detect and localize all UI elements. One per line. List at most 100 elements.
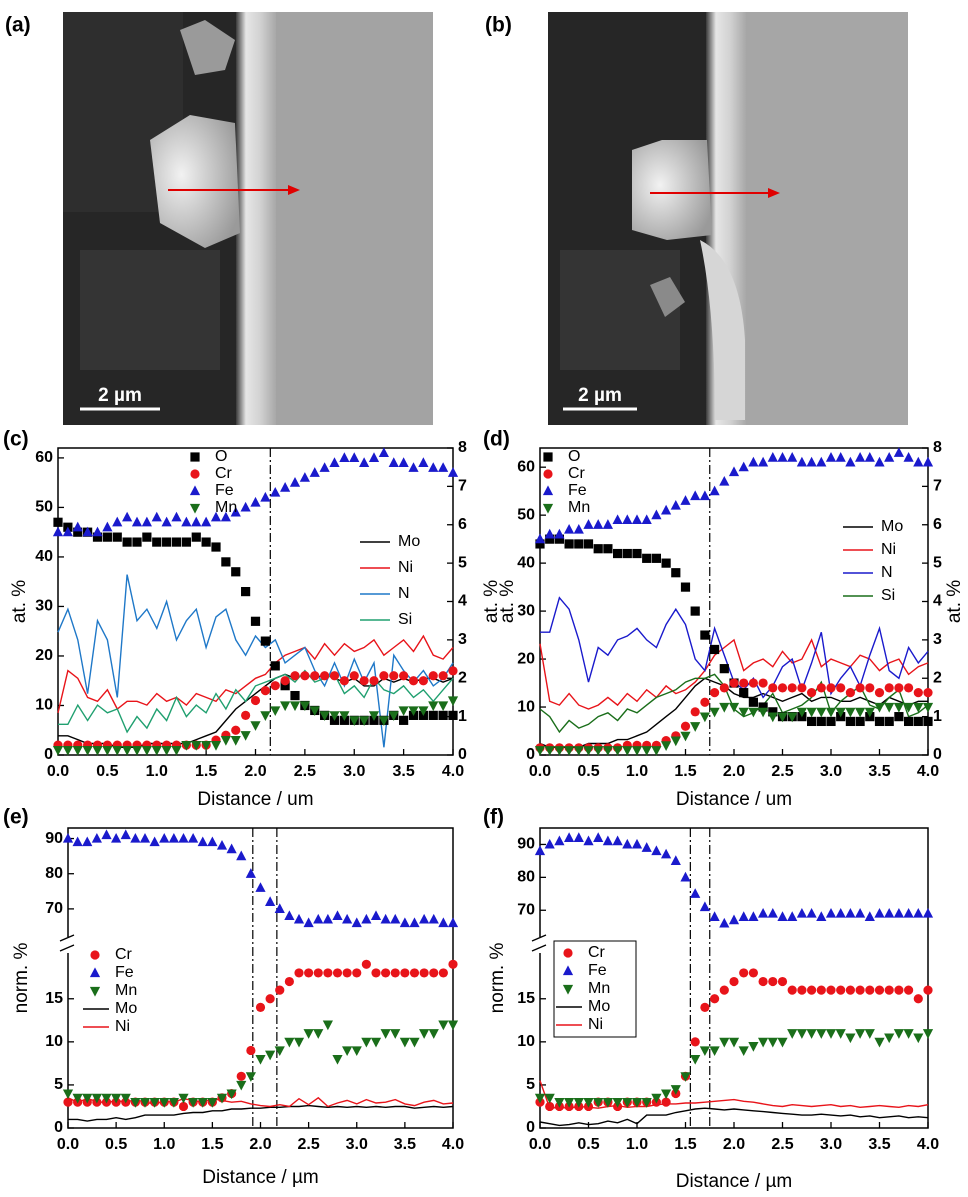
marker	[101, 1093, 112, 1104]
marker	[300, 671, 310, 681]
marker	[122, 745, 133, 756]
marker	[418, 676, 428, 686]
marker	[342, 1046, 353, 1057]
marker	[739, 678, 749, 688]
marker	[642, 553, 652, 563]
chart-panel: 0.0 0.5 1.0 1.5 2.0 2.5 3.0 3.5 4.00102030405060…	[483, 428, 965, 810]
marker	[855, 907, 866, 918]
marker	[709, 485, 720, 496]
y-tick-label: 10	[45, 1033, 63, 1050]
marker	[359, 457, 370, 467]
marker	[680, 871, 691, 882]
marker	[359, 676, 369, 686]
marker	[825, 1029, 837, 1039]
x-tick-label: 0.5	[105, 1136, 127, 1153]
marker	[534, 845, 546, 856]
y-axis-label: norm. %	[487, 943, 508, 1014]
marker	[139, 832, 151, 843]
marker	[201, 537, 211, 547]
marker	[299, 701, 310, 712]
marker	[903, 1029, 914, 1039]
y-tick-label: 20	[35, 647, 53, 664]
marker	[602, 1098, 613, 1108]
marker	[767, 907, 778, 918]
marker	[758, 976, 768, 987]
legend-marker	[190, 469, 200, 479]
marker	[748, 456, 759, 467]
marker	[265, 1050, 276, 1061]
y-tick-label: 60	[35, 449, 53, 466]
legend-label: Si	[881, 587, 895, 604]
marker	[719, 683, 729, 693]
axis-break-mark	[531, 944, 547, 952]
y-tick-label: 0	[526, 1119, 535, 1136]
marker	[370, 1037, 382, 1048]
data-line	[57, 634, 454, 713]
panel-label: (c)	[3, 428, 29, 451]
marker	[903, 451, 914, 462]
marker	[855, 683, 865, 693]
marker	[738, 461, 749, 472]
marker	[309, 706, 320, 717]
legend-label: N	[881, 564, 893, 581]
panel-label: (d)	[483, 428, 510, 451]
marker	[903, 907, 914, 918]
marker	[748, 911, 759, 921]
marker	[796, 456, 807, 467]
marker	[72, 1093, 83, 1104]
marker	[836, 985, 846, 995]
marker	[787, 683, 797, 693]
legend-marker	[189, 485, 201, 496]
marker	[874, 1037, 885, 1048]
marker	[729, 678, 739, 688]
marker	[319, 462, 330, 472]
marker	[904, 716, 914, 727]
marker	[807, 985, 817, 995]
marker	[574, 539, 584, 549]
marker	[149, 1098, 160, 1108]
x-tick-label: 1.5	[195, 763, 217, 780]
marker	[388, 711, 399, 721]
marker	[351, 1046, 362, 1057]
marker	[428, 913, 439, 924]
marker	[777, 911, 788, 921]
marker	[632, 548, 642, 559]
marker	[72, 836, 83, 847]
marker	[323, 968, 333, 978]
marker	[787, 451, 798, 462]
legend-label: Fe	[588, 962, 607, 979]
marker	[923, 688, 933, 698]
marker	[855, 707, 866, 718]
marker	[447, 696, 459, 707]
scale-bar-label: 2 µm	[578, 385, 622, 406]
marker	[739, 968, 749, 978]
marker	[758, 1037, 769, 1048]
marker	[181, 516, 192, 527]
marker	[201, 516, 212, 527]
x-tick-label: 3.5	[868, 1136, 890, 1153]
marker	[191, 516, 202, 527]
marker	[806, 1029, 817, 1039]
marker	[210, 511, 222, 522]
marker	[270, 681, 280, 691]
marker	[816, 716, 826, 727]
marker	[836, 683, 846, 693]
marker	[171, 745, 182, 756]
marker	[796, 907, 807, 918]
marker	[884, 985, 894, 995]
marker	[226, 1089, 237, 1100]
x-tick-label: 1.5	[201, 1136, 223, 1153]
marker	[845, 456, 856, 467]
x-tick-label: 2.5	[771, 1136, 793, 1153]
marker	[111, 1093, 122, 1104]
marker	[303, 1029, 314, 1039]
axis-break-mark	[531, 934, 547, 942]
marker	[922, 1029, 934, 1039]
y2-tick-label: 7	[458, 478, 467, 495]
marker	[758, 678, 768, 688]
marker	[236, 1071, 246, 1081]
marker	[313, 1029, 324, 1039]
marker	[139, 1098, 151, 1108]
marker	[593, 746, 604, 756]
